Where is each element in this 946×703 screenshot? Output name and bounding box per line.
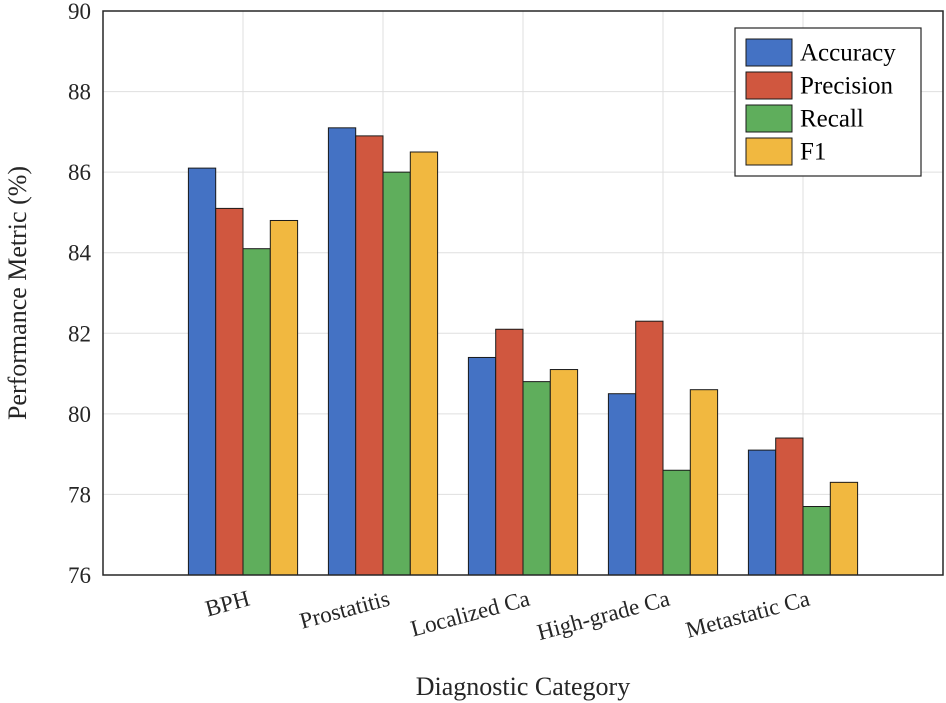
bar-accuracy-2 <box>467 356 497 576</box>
bar-accuracy-1 <box>327 127 357 576</box>
y-tick-label: 82 <box>68 321 91 346</box>
bar-accuracy-4 <box>747 449 777 576</box>
y-tick-labels: 76 78 80 82 84 86 88 90 <box>68 0 92 588</box>
bar-f1-2 <box>549 369 579 576</box>
y-axis-title: Performance Metric (%) <box>3 166 32 420</box>
legend: Accuracy Precision Recall F1 <box>734 27 922 177</box>
bar-precision-4 <box>775 437 804 576</box>
y-tick-label: 84 <box>68 241 92 266</box>
legend-swatch-recall <box>745 104 793 133</box>
bars <box>187 127 859 576</box>
x-tick-label: High-grade Ca <box>534 586 672 645</box>
y-tick-label: 76 <box>68 563 91 588</box>
legend-swatch-f1 <box>745 137 793 166</box>
bar-recall-4 <box>802 506 831 576</box>
y-tick-label: 88 <box>68 80 91 105</box>
x-tick-label: Localized Ca <box>408 586 532 642</box>
bar-accuracy-3 <box>607 393 637 576</box>
bar-recall-0 <box>242 248 271 576</box>
bar-recall-2 <box>522 381 551 576</box>
bar-f1-4 <box>829 481 859 576</box>
y-tick-label: 90 <box>68 0 91 24</box>
bar-f1-3 <box>689 389 719 576</box>
bar-precision-3 <box>635 320 664 576</box>
y-tick-label: 86 <box>68 160 91 185</box>
bar-recall-3 <box>662 469 691 576</box>
x-axis-title: Diagnostic Category <box>416 672 630 701</box>
x-tick-label: BPH <box>203 586 253 622</box>
bar-f1-0 <box>269 219 299 576</box>
legend-swatch-accuracy <box>745 38 793 67</box>
bar-precision-1 <box>355 135 384 576</box>
y-tick-label: 80 <box>68 402 91 427</box>
y-tick-label: 78 <box>68 482 91 507</box>
x-tick-labels: BPH Prostatitis Localized Ca High-grade Ca M… <box>203 586 813 645</box>
legend-label-f1: F1 <box>800 139 826 166</box>
legend-swatch-precision <box>745 71 793 100</box>
legend-label-accuracy: Accuracy <box>800 40 896 67</box>
bar-precision-2 <box>495 328 524 576</box>
legend-label-recall: Recall <box>800 106 864 133</box>
bar-accuracy-0 <box>187 167 217 576</box>
bar-recall-1 <box>382 171 411 576</box>
bar-f1-1 <box>409 151 439 576</box>
x-tick-label: Metastatic Ca <box>683 586 812 643</box>
x-tick-label: Prostatitis <box>297 586 392 634</box>
bar-precision-0 <box>215 207 244 576</box>
legend-label-precision: Precision <box>800 73 894 100</box>
plot-frame <box>102 10 944 576</box>
